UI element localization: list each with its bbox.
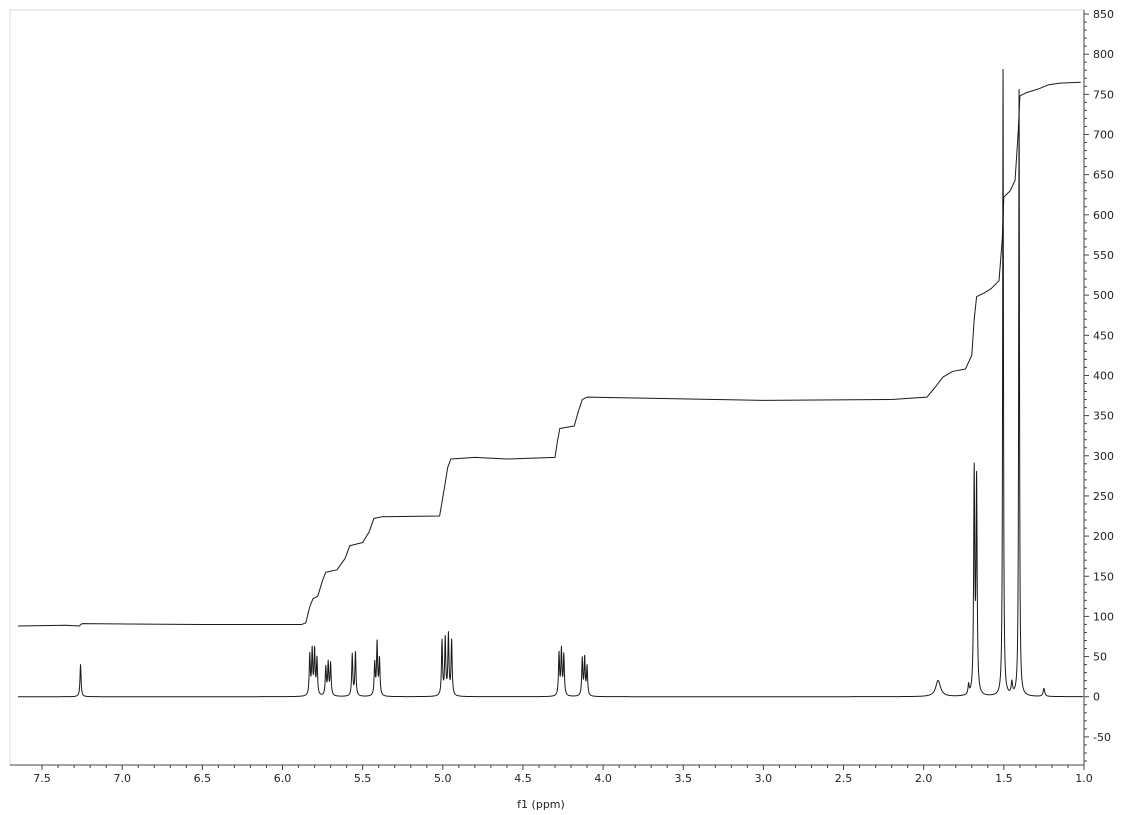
- y-tick-label: 750: [1093, 88, 1114, 101]
- x-tick-label: 2.0: [915, 772, 933, 785]
- y-axis: 8508007507006506005505004504003503002502…: [1083, 8, 1114, 765]
- y-tick-label: 50: [1093, 651, 1107, 664]
- x-tick-label: 6.0: [274, 772, 292, 785]
- x-tick-label: 5.0: [434, 772, 452, 785]
- y-tick-label: 550: [1093, 249, 1114, 262]
- plot-frame: [9, 9, 1085, 766]
- y-tick-label: 300: [1093, 450, 1114, 463]
- y-tick-label: -50: [1093, 731, 1111, 744]
- y-tick-label: 450: [1093, 329, 1114, 342]
- y-tick-label: 500: [1093, 289, 1114, 302]
- x-tick-label: 6.5: [194, 772, 212, 785]
- x-tick-label: 3.5: [675, 772, 693, 785]
- x-tick-label: 5.5: [354, 772, 372, 785]
- x-tick-label: 7.0: [113, 772, 131, 785]
- y-tick-label: 700: [1093, 128, 1114, 141]
- y-tick-label: 850: [1093, 8, 1114, 21]
- x-tick-label: 1.0: [1075, 772, 1093, 785]
- x-tick-label: 7.5: [33, 772, 51, 785]
- x-tick-label: 4.5: [514, 772, 532, 785]
- y-tick-label: 200: [1093, 530, 1114, 543]
- x-axis-title: f1 (ppm): [517, 798, 565, 811]
- y-tick-label: 650: [1093, 169, 1114, 182]
- y-tick-label: 350: [1093, 410, 1114, 423]
- x-tick-label: 1.5: [995, 772, 1013, 785]
- y-tick-label: 150: [1093, 570, 1114, 583]
- spectrum-trace: [17, 68, 1084, 698]
- y-tick-label: 0: [1093, 691, 1100, 704]
- y-tick-label: 400: [1093, 369, 1114, 382]
- integral-curve: [18, 81, 1081, 627]
- y-tick-label: 250: [1093, 490, 1114, 503]
- x-tick-label: 2.5: [835, 772, 853, 785]
- y-tick-label: 600: [1093, 209, 1114, 222]
- x-tick-label: 4.0: [594, 772, 612, 785]
- y-tick-label: 800: [1093, 48, 1114, 61]
- x-tick-label: 3.0: [755, 772, 773, 785]
- series-layer: [17, 68, 1084, 698]
- x-axis: 7.5 7.0 6.5 6.0 5.5 5.0 4.5 4.0 3.5 3.0 2.5 2.0 1.5 1…: [10, 764, 1093, 785]
- y-tick-label: 100: [1093, 610, 1114, 623]
